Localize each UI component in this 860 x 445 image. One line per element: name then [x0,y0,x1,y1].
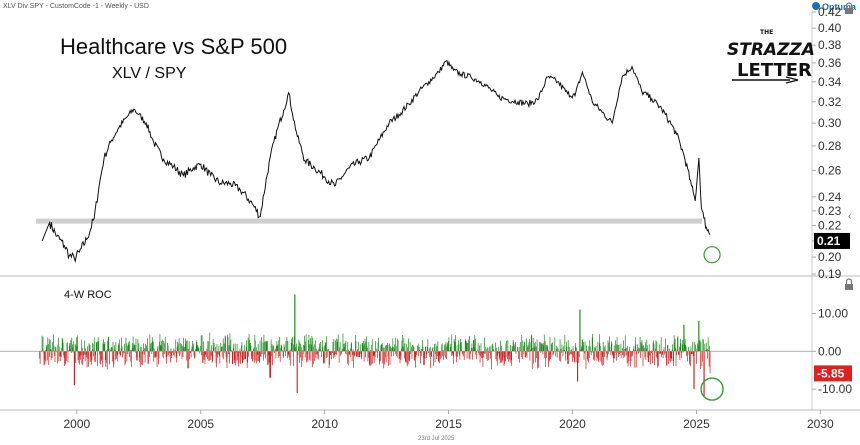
price-tick-label: 0.23 [818,204,842,218]
roc-y-axis: 10.00 0.00 -10.00 [812,306,852,396]
logo-line-strazza: STRAZZA [727,40,815,60]
x-tick-label: 2020 [559,417,586,431]
optuma-logo-icon [812,2,820,10]
x-tick-label: 2010 [311,417,338,431]
chart-title: Healthcare vs S&P 500 [60,34,287,59]
price-tick-label: 0.32 [818,95,842,109]
x-tick-label: 2025 [683,417,710,431]
x-tick-label: 2005 [187,417,214,431]
collapse-chevron-icon[interactable]: ‹ [848,211,851,222]
optuma-label: Optuma [822,2,857,12]
lock-icon[interactable] [845,2,853,14]
x-tick-label: 2015 [435,417,462,431]
price-tick-label: 0.42 [818,5,842,19]
price-tick-label: 0.38 [818,38,842,52]
roc-highlight-circle [700,377,724,401]
x-tick-label: 2030 [807,417,834,431]
price-last-badge-box [814,232,850,249]
optuma-logo: Optuma [812,2,857,12]
price-tick-label: 0.36 [818,56,842,70]
price-tick-label: 0.22 [818,219,842,233]
roc-last-badge-box [814,365,852,382]
price-line [41,59,711,264]
logo-line-letter: LETTER [737,60,812,81]
price-tick-label: 0.28 [818,139,842,153]
roc-tick-label: 0.00 [818,344,842,358]
pen-icon [732,76,799,84]
price-highlight-circle [703,246,721,264]
price-last-value: 0.21 [817,234,841,248]
lock-icon[interactable] [845,278,853,290]
price-tick-label: 0.30 [818,116,842,130]
roc-panel-title: 4-W ROC [64,289,112,301]
price-tick-label: 0.40 [818,21,842,35]
roc-tick-label: 10.00 [818,306,848,320]
strazza-letter-logo: THE STRAZZA LETTER [727,29,815,84]
price-last-badge: 0.21 [814,232,850,249]
roc-last-badge: -5.85 [814,365,852,382]
price-series [41,59,711,264]
price-tick-label: 0.20 [818,250,842,264]
x-axis: 2000 2005 2010 2015 2020 2025 2030 [63,410,834,431]
support-band [36,218,702,224]
roc-series [39,294,711,397]
price-tick-label: 0.19 [818,267,842,281]
x-tick-label: 2000 [63,417,90,431]
instrument-label: XLV Div SPY - CustomCode -1 - Weekly - U… [3,3,149,10]
roc-last-value: -5.85 [817,366,845,380]
price-tick-label: 0.26 [818,163,842,177]
roc-tick-label: -10.00 [818,382,852,396]
chart-subtitle: XLV / SPY [112,65,187,82]
price-tick-label: 0.24 [818,190,842,204]
price-tick-label: 0.34 [818,75,842,89]
footer-date: 23rd Jul 2025 [418,436,455,442]
logo-line-the: THE [760,29,773,36]
